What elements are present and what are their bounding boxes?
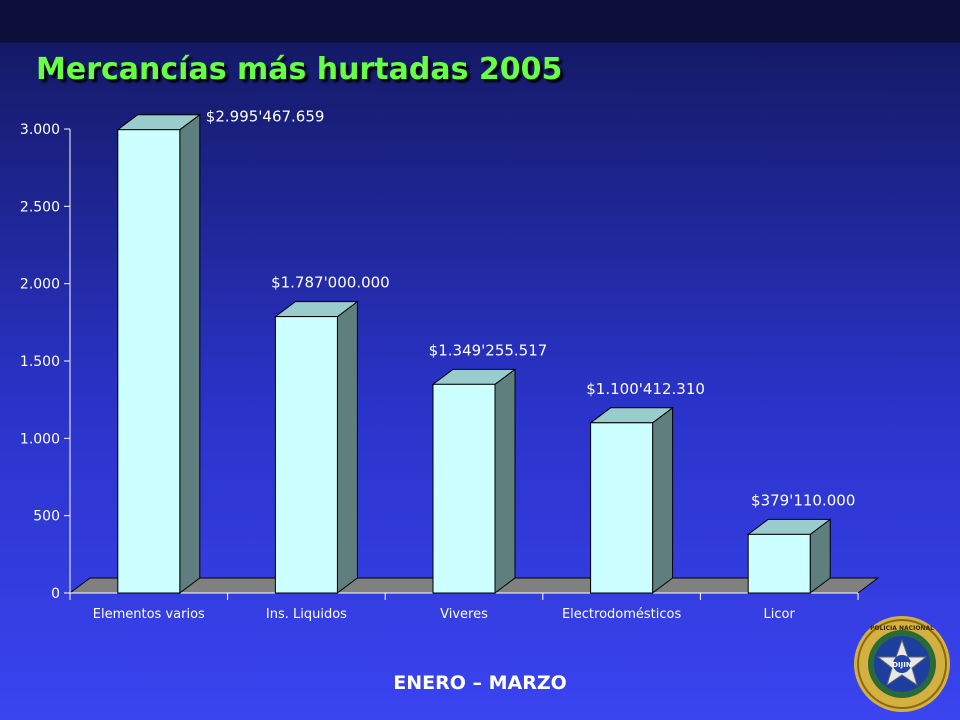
y-tick-label: 3.000 [20,122,60,138]
period-label: ENERO – MARZO [393,672,567,694]
y-tick-label: 1.000 [20,431,60,447]
chart-axes: 0 500 1.000 1.500 2.000 2.500 3.000 Elementos v… [20,122,859,622]
x-tick-label: Electrodomésticos [562,607,682,622]
bar-front-face [432,383,496,594]
bar-data-label: $1.787'000.000 [271,274,390,292]
y-tick-label: 0 [51,586,60,602]
bar-front-face [274,316,338,594]
bar-data-label: $2.995'467.659 [206,108,325,126]
bar-front-face [747,533,811,594]
bar-side-face [179,113,201,594]
x-tick-label: Licor [764,607,796,622]
x-tick-label: Viveres [440,607,488,622]
x-tick-label: Elementos varios [93,607,205,622]
bar [116,113,202,594]
bar-data-label: $1.100'412.310 [586,380,705,398]
seal-top-text: POLICIA NACIONAL [870,625,934,632]
bar [273,300,359,594]
bar-side-face [336,300,358,594]
bar-side-face [652,406,674,594]
y-tick-label: 2.500 [20,199,60,215]
chart-bars [116,113,832,594]
bar-front-face [590,422,654,594]
x-tick-label: Ins. Liquidos [266,607,347,622]
bar [746,518,832,594]
chart-data-labels: $2.995'467.659 $1.787'000.000 $1.349'255.5… [206,108,856,510]
page-title: Mercancías más hurtadas 2005 [36,52,563,87]
police-seal-icon: DIJIN POLICIA NACIONAL [854,616,950,712]
bar-data-label: $379'110.000 [751,491,855,509]
seal-center-text: DIJIN [892,661,912,669]
bar-side-face [494,368,516,594]
bar [431,368,517,594]
y-tick-label: 2.000 [20,277,60,293]
y-tick-label: 500 [33,509,60,525]
y-tick-label: 1.500 [20,354,60,370]
bar-data-label: $1.349'255.517 [429,341,548,359]
bar-front-face [117,129,181,594]
bar [589,406,675,594]
